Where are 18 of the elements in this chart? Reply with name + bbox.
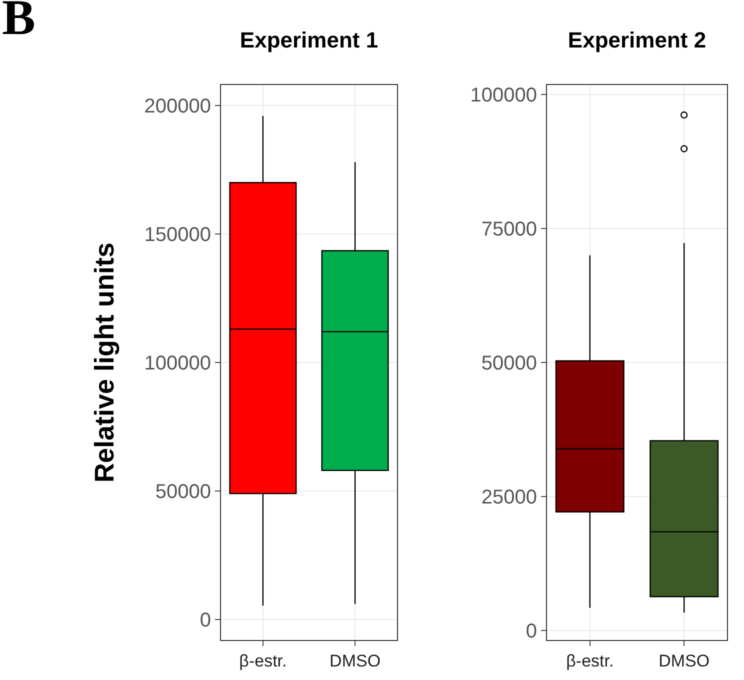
- text: B: [2, 0, 36, 45]
- y-tick-label: 50000: [155, 480, 211, 503]
- y-tick-label: 75000: [481, 218, 537, 241]
- y-tick-label: 100000: [470, 84, 537, 107]
- y-tick-label: 0: [526, 620, 537, 642]
- x-tick-label: DMSO: [658, 651, 710, 670]
- y-tick-label: 25000: [481, 486, 537, 508]
- y-tick-label: 0: [200, 609, 211, 632]
- y-axis-title: Relative light units: [89, 242, 120, 483]
- x-tick-label: β-estr.: [566, 651, 614, 670]
- y-tick-label: 50000: [481, 352, 537, 374]
- chart-title: Experiment 1: [240, 28, 378, 53]
- y-tick-label: 100000: [144, 352, 211, 374]
- y-tick-label: 200000: [144, 96, 211, 118]
- y-tick-label: 150000: [144, 224, 211, 246]
- x-tick-label: β-estr.: [239, 651, 287, 670]
- x-tick-label: DMSO: [330, 651, 381, 670]
- chart-title: Experiment 2: [568, 28, 706, 53]
